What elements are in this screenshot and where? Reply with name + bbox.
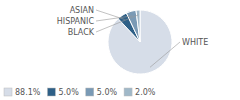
slice-labels: WHITE ASIAN HISPANIC BLACK <box>57 6 208 67</box>
legend-swatch <box>86 88 94 96</box>
slice-label: ASIAN <box>70 6 94 15</box>
leader-line <box>150 42 180 67</box>
legend-label: 5.0% <box>58 88 79 97</box>
leader-line <box>96 10 125 19</box>
legend-label: 5.0% <box>97 88 118 97</box>
legend-item: 88.1% <box>4 88 41 97</box>
legend-swatch <box>4 88 12 96</box>
legend-label: 2.0% <box>135 88 156 97</box>
leader-line <box>96 16 132 21</box>
legend-item: 2.0% <box>124 88 156 97</box>
slice-label: HISPANIC <box>57 17 95 26</box>
pie <box>108 10 172 74</box>
slice-label: WHITE <box>182 38 208 47</box>
slice-label: BLACK <box>68 28 95 37</box>
pie-slice <box>108 10 172 74</box>
legend-item: 5.0% <box>86 88 118 97</box>
chart: WHITE ASIAN HISPANIC BLACK 88.1% 5.0% 5.0% 2.0% <box>0 0 240 100</box>
legend: 88.1% 5.0% 5.0% 2.0% <box>4 88 156 97</box>
legend-swatch <box>124 88 132 96</box>
legend-label: 88.1% <box>15 88 41 97</box>
legend-swatch <box>47 88 55 96</box>
leader-line <box>96 15 138 32</box>
legend-item: 5.0% <box>47 88 79 97</box>
